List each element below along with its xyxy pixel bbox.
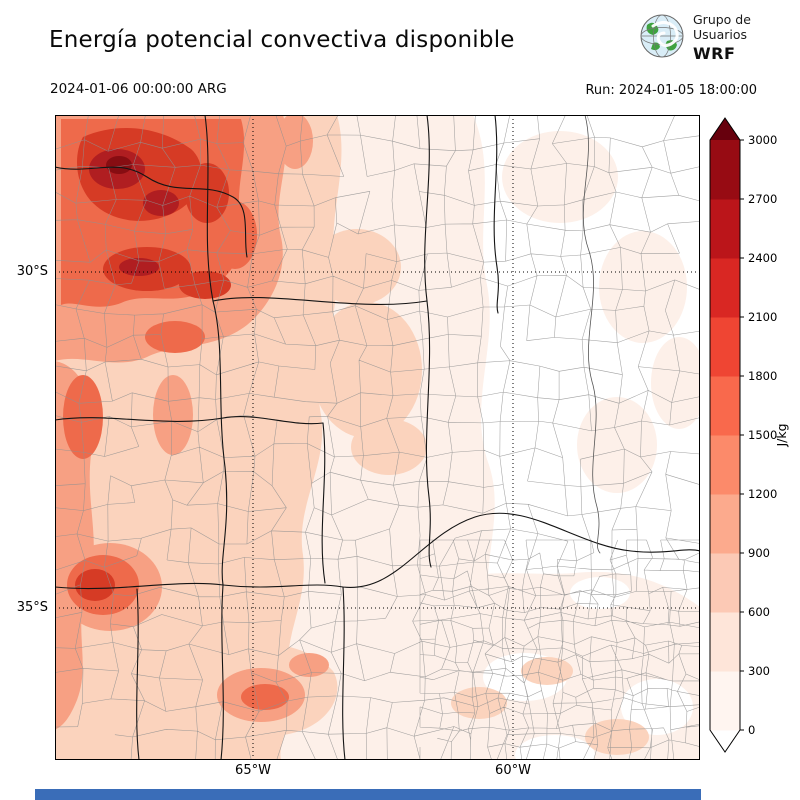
colorbar-outline [709,117,741,753]
lat-label-35s: 35°S [16,600,48,615]
logo-org-line2: Usuarios [693,27,748,42]
cape-map [55,115,700,760]
colorbar-segment [710,376,740,436]
colorbar-tick-label: 2700 [748,192,777,206]
colorbar-segment [710,317,740,377]
colorbar-tick-label: 300 [748,664,770,678]
colorbar: 0 300 600 900 1200 1500 1800 2100 2400 2700 3000 J/… [708,115,800,760]
colorbar-tick-label: 3000 [748,133,777,147]
colorbar-segment [710,553,740,613]
colorbar-tick-label: 1800 [748,369,777,383]
colorbar-segment [710,199,740,259]
colorbar-tick-label: 600 [748,605,770,619]
colorbar-over-arrow [710,118,740,140]
logo-brand: WRF [693,44,736,63]
lon-label-65w: 65°W [235,763,271,778]
page-title: Energía potencial convectiva disponible [49,27,515,53]
logo-text: Grupo de Usuarios WRF [693,12,751,63]
colorbar-tick-label: 0 [748,723,755,737]
colorbar-tick-label: 900 [748,546,770,560]
footer-bar [35,789,701,800]
colorbar-tick-label: 1200 [748,487,777,501]
valid-time: 2024-01-06 00:00:00 ARG [50,81,227,97]
colorbar-unit-label: J/kg [774,423,789,447]
logo-org-line1: Grupo de [693,12,751,27]
colorbar-segment [710,140,740,200]
colorbar-segment [710,612,740,672]
globe-icon [640,14,684,58]
colorbar-tick-label: 1500 [748,428,777,442]
map-panel [55,115,700,760]
province-boundaries [55,115,700,760]
lat-label-30s: 30°S [16,264,48,279]
lon-label-60w: 60°W [495,763,531,778]
colorbar-segment [710,494,740,554]
run-label: Run: 2024-01-05 18:00:00 [585,83,757,98]
cape-shading [55,115,700,760]
colorbar-segment [710,258,740,318]
colorbar-tick-label: 2400 [748,251,777,265]
colorbar-segment [710,671,740,731]
colorbar-under-arrow [710,730,740,752]
colorbar-segment [710,435,740,495]
department-boundaries [55,115,700,760]
colorbar-tick-label: 2100 [748,310,777,324]
wrf-logo: Grupo de Usuarios WRF [638,12,751,63]
colorbar-svg: 0 300 600 900 1200 1500 1800 2100 2400 2700 3000 J/… [709,117,789,753]
map-border [55,115,700,760]
